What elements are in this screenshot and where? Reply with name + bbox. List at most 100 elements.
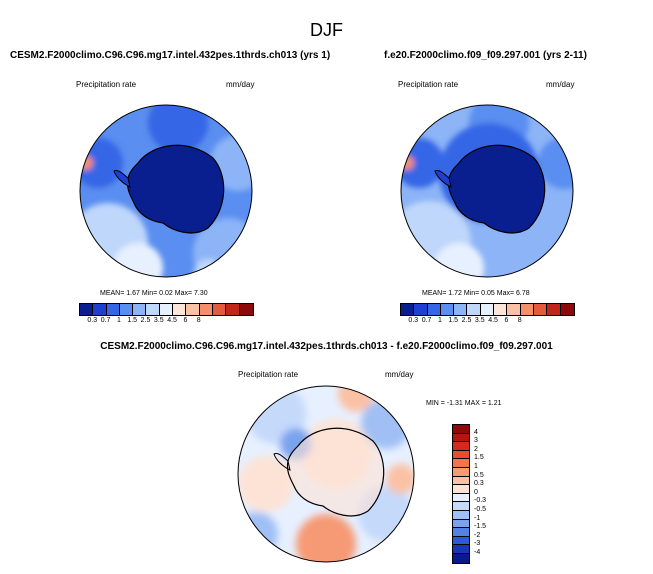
panel2-units-label: mm/day (546, 80, 575, 89)
colorbar-tick-label: 0.3 (87, 317, 98, 324)
colorbar-tick-label: 2.5 (461, 317, 472, 324)
colorbar-swatch (494, 304, 508, 315)
colorbar-swatch (146, 304, 160, 315)
colorbar-tick-label: 0.7 (100, 317, 111, 324)
panel2-colorbar (400, 303, 575, 316)
panel2-max-label: Max= (496, 290, 515, 297)
colorbar-tick-label: -0.3 (474, 497, 487, 505)
colorbar-swatch (453, 433, 469, 443)
diff-colorbar (452, 424, 470, 564)
colorbar-tick-label: 3.5 (474, 317, 485, 324)
colorbar-tick-label: 4.5 (488, 317, 498, 324)
diff-min: -1.31 (446, 400, 463, 407)
colorbar-swatch (239, 304, 253, 315)
colorbar-tick-label: 4 (474, 428, 478, 436)
colorbar-swatch (453, 450, 469, 460)
panel2-min-label: Min= (463, 290, 480, 297)
colorbar-tick-label: 6 (183, 317, 188, 324)
colorbar-swatch (93, 304, 107, 315)
colorbar-tick-label: -3 (474, 540, 481, 548)
panel1-colorbar (79, 303, 254, 316)
colorbar-swatch (453, 553, 469, 563)
diff-colorbar-ticks: 4 3 2 1.5 1 0.5 0.3 0 -0.3 -0.5 -1 -1.5 -2 -3 -4 (474, 424, 494, 564)
colorbar-tick-label: 0.5 (474, 471, 484, 479)
diff-min-label: MIN = (426, 400, 445, 407)
colorbar-tick-label: 0.7 (421, 317, 432, 324)
colorbar-swatch (453, 528, 469, 537)
panel2-variable-label: Precipitation rate (398, 80, 459, 89)
panel2-max: 6.78 (516, 290, 530, 297)
colorbar-swatch (427, 304, 441, 315)
panel2-title: f.e20.F2000climo.f09_f09.297.001 (yrs 2-… (384, 50, 587, 61)
diff-max-label: MAX = (464, 400, 486, 407)
colorbar-tick-label: -4 (474, 549, 481, 556)
panel2-colorbar-ticks: 0.3 0.7 1 1.5 2.5 3.5 4.5 6 8 (400, 317, 575, 327)
colorbar-tick-label: 1 (437, 317, 442, 324)
panel1-min-label: Min= (141, 290, 158, 297)
colorbar-swatch (454, 304, 468, 315)
colorbar-swatch (453, 519, 469, 529)
colorbar-swatch (440, 304, 455, 315)
colorbar-swatch (212, 304, 227, 315)
colorbar-swatch (453, 545, 469, 554)
colorbar-swatch (533, 304, 548, 315)
panel1-variable-label: Precipitation rate (76, 80, 137, 89)
colorbar-tick-label: 3 (474, 437, 478, 445)
panel1-min: 0.02 (159, 290, 173, 297)
colorbar-swatch (453, 502, 469, 511)
colorbar-tick-label: 6 (504, 317, 509, 324)
panel2-mean-label: MEAN= (422, 290, 447, 297)
colorbar-tick-label: 1.5 (127, 317, 138, 324)
colorbar-swatch (199, 304, 213, 315)
colorbar-tick-label: -0.5 (474, 506, 487, 513)
diff-units-label: mm/day (385, 370, 414, 379)
colorbar-swatch (453, 467, 469, 477)
colorbar-tick-label: -2 (474, 531, 481, 539)
colorbar-swatch (173, 304, 187, 315)
colorbar-swatch (453, 536, 469, 546)
colorbar-tick-label: 1.5 (474, 454, 484, 462)
colorbar-tick-label: -1 (474, 514, 481, 522)
diff-map (237, 385, 415, 563)
colorbar-swatch (520, 304, 534, 315)
colorbar-swatch (453, 459, 469, 468)
panel1-stats: MEAN= 1.67 Min= 0.02 Max= 7.30 (100, 290, 208, 297)
colorbar-swatch (414, 304, 428, 315)
colorbar-tick-label: 1 (116, 317, 121, 324)
colorbar-swatch (119, 304, 134, 315)
colorbar-tick-label: 2 (474, 445, 478, 453)
colorbar-swatch (507, 304, 521, 315)
colorbar-tick-label: 8 (196, 317, 201, 324)
colorbar-swatch (560, 304, 574, 315)
colorbar-tick-label: 2.5 (140, 317, 151, 324)
colorbar-tick-label: -1.5 (474, 523, 487, 531)
panel2-stats: MEAN= 1.72 Min= 0.05 Max= 6.78 (422, 290, 530, 297)
colorbar-swatch (159, 304, 174, 315)
colorbar-swatch (186, 304, 200, 315)
colorbar-tick-label: 4.5 (167, 317, 177, 324)
colorbar-tick-label: 0.3 (474, 480, 484, 488)
panel1-title: CESM2.F2000climo.C96.C96.mg17.intel.432p… (10, 50, 331, 61)
diff-max: 1.21 (487, 400, 502, 407)
colorbar-swatch (453, 485, 469, 494)
colorbar-swatch (453, 425, 469, 434)
panel2-map (400, 104, 574, 278)
colorbar-tick-label: 8 (517, 317, 522, 324)
colorbar-swatch (401, 304, 415, 315)
colorbar-swatch (133, 304, 147, 315)
panel1-max: 7.30 (194, 290, 208, 297)
colorbar-swatch (80, 304, 94, 315)
colorbar-swatch (453, 510, 469, 520)
colorbar-swatch (480, 304, 495, 315)
panel1-colorbar-ticks: 0.3 0.7 1 1.5 2.5 3.5 4.5 6 8 (79, 317, 254, 327)
colorbar-tick-label: 1.5 (448, 317, 459, 324)
diff-stats: MIN = -1.31 MAX = 1.21 (426, 400, 502, 407)
colorbar-swatch (226, 304, 240, 315)
colorbar-tick-label: 0 (474, 488, 478, 496)
colorbar-swatch (453, 442, 469, 451)
panel1-max-label: Max= (174, 290, 193, 297)
season-title: DJF (310, 20, 343, 40)
panel1-mean: 1.67 (126, 290, 140, 297)
colorbar-tick-label: 1 (474, 463, 478, 470)
panel1-units-label: mm/day (226, 80, 255, 89)
